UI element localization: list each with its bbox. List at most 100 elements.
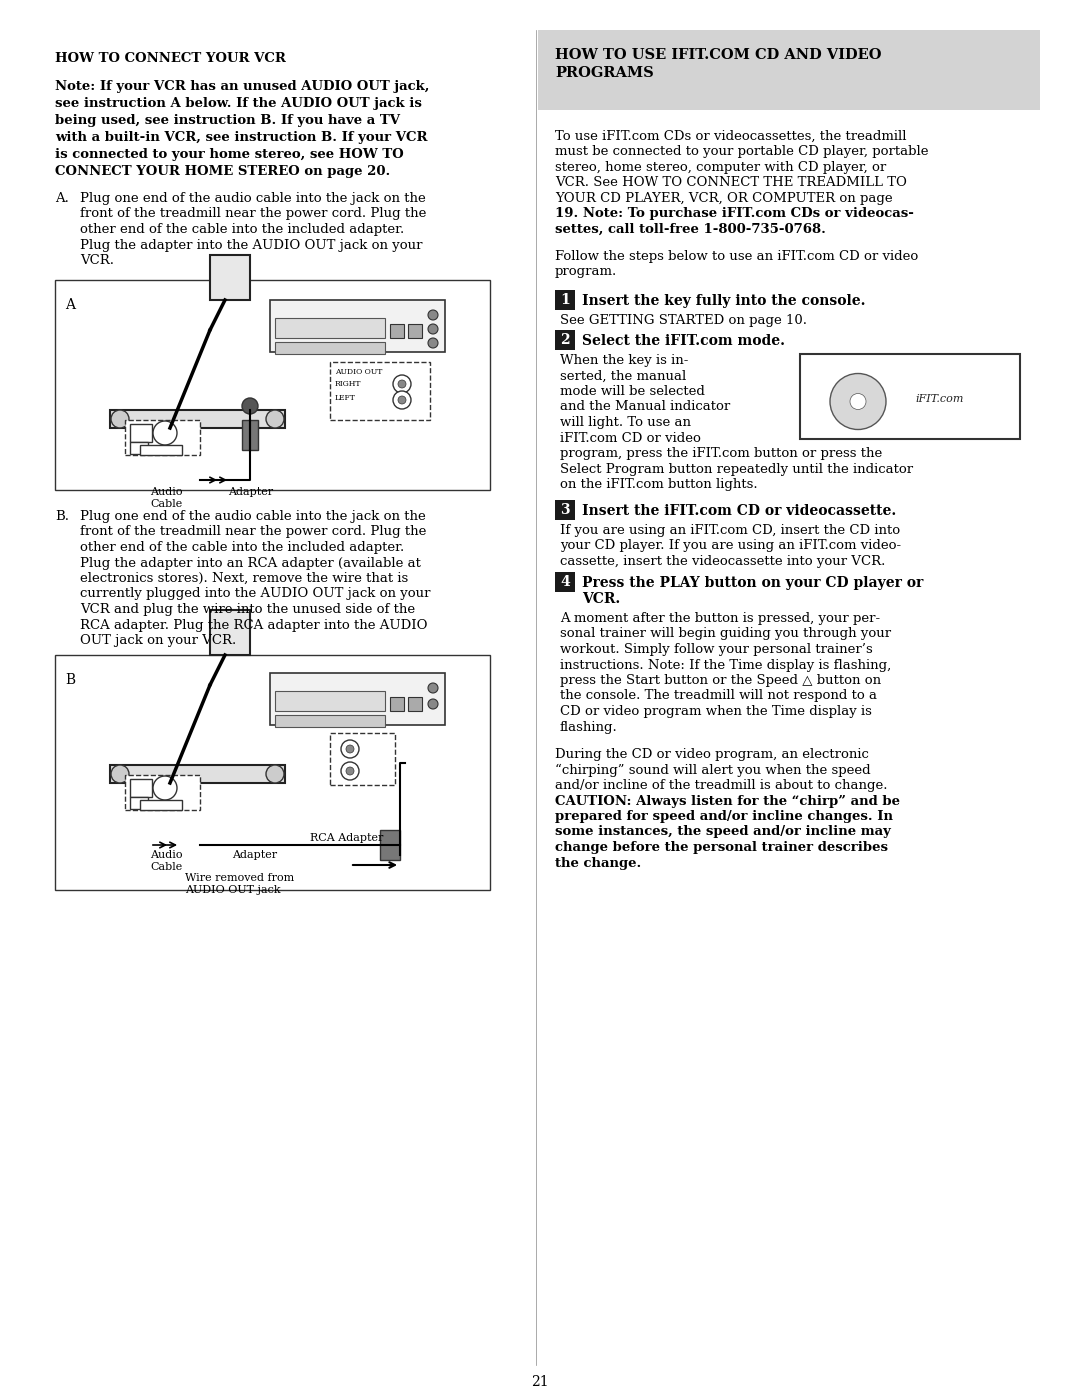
Circle shape <box>111 766 129 782</box>
Circle shape <box>850 394 866 409</box>
Text: Follow the steps below to use an iFIT.com CD or video: Follow the steps below to use an iFIT.co… <box>555 250 918 263</box>
Text: RCA Adapter: RCA Adapter <box>310 833 383 842</box>
Circle shape <box>341 740 359 759</box>
Bar <box>408 324 422 338</box>
Text: and/or incline of the treadmill is about to change.: and/or incline of the treadmill is about… <box>555 780 888 792</box>
Text: see instruction A below. If the AUDIO OUT jack is: see instruction A below. If the AUDIO OU… <box>55 96 422 110</box>
Text: with a built-in VCR, see instruction B. If your VCR: with a built-in VCR, see instruction B. … <box>55 131 428 144</box>
Circle shape <box>242 398 258 414</box>
Text: electronics stores). Next, remove the wire that is: electronics stores). Next, remove the wi… <box>80 571 408 585</box>
Bar <box>242 420 258 450</box>
Circle shape <box>831 373 886 429</box>
Bar <box>330 733 395 785</box>
Circle shape <box>346 767 354 775</box>
Text: Plug the adapter into the AUDIO OUT jack on your: Plug the adapter into the AUDIO OUT jack… <box>80 239 422 251</box>
Circle shape <box>393 391 411 409</box>
Circle shape <box>266 766 284 782</box>
Text: Note: If your VCR has an unused AUDIO OUT jack,: Note: If your VCR has an unused AUDIO OU… <box>55 80 430 94</box>
Bar <box>270 673 445 725</box>
Text: workout. Simply follow your personal trainer’s: workout. Simply follow your personal tra… <box>561 643 873 657</box>
Text: Select the iFIT.com mode.: Select the iFIT.com mode. <box>582 334 785 348</box>
Bar <box>538 29 1040 110</box>
Text: Select Program button repeatedly until the indicator: Select Program button repeatedly until t… <box>561 462 913 475</box>
Text: mode will be selected: mode will be selected <box>561 386 705 398</box>
Text: currently plugged into the AUDIO OUT jack on your: currently plugged into the AUDIO OUT jac… <box>80 588 431 601</box>
Text: B.: B. <box>55 510 69 522</box>
Text: CD or video program when the Time display is: CD or video program when the Time displa… <box>561 705 872 718</box>
Text: A moment after the button is pressed, your per-: A moment after the button is pressed, yo… <box>561 612 880 624</box>
Text: LEFT: LEFT <box>335 394 356 402</box>
Bar <box>210 610 249 655</box>
Text: Audio: Audio <box>150 849 183 861</box>
Text: the change.: the change. <box>555 856 642 869</box>
Text: VCR and plug the wire into the unused side of the: VCR and plug the wire into the unused si… <box>80 604 415 616</box>
Text: AUDIO OUT jack: AUDIO OUT jack <box>185 886 281 895</box>
Text: HOW TO USE IFIT.COM CD AND VIDEO: HOW TO USE IFIT.COM CD AND VIDEO <box>555 47 881 61</box>
Text: Cable: Cable <box>150 862 183 872</box>
Text: front of the treadmill near the power cord. Plug the: front of the treadmill near the power co… <box>80 208 427 221</box>
Bar <box>130 798 148 809</box>
Circle shape <box>346 745 354 753</box>
Text: program, press the iFIT.com button or press the: program, press the iFIT.com button or pr… <box>561 447 882 460</box>
Text: 19. Note: To purchase iFIT.com CDs or videocas-: 19. Note: To purchase iFIT.com CDs or vi… <box>555 208 914 221</box>
Text: some instances, the speed and/or incline may: some instances, the speed and/or incline… <box>555 826 891 838</box>
Text: “chirping” sound will alert you when the speed: “chirping” sound will alert you when the… <box>555 764 870 777</box>
Text: other end of the cable into the included adapter.: other end of the cable into the included… <box>80 224 404 236</box>
Text: CONNECT YOUR HOME STEREO on page 20.: CONNECT YOUR HOME STEREO on page 20. <box>55 165 390 177</box>
Text: program.: program. <box>555 265 618 278</box>
Bar <box>130 780 152 798</box>
Text: 2: 2 <box>561 332 570 346</box>
Text: To use iFIT.com CDs or videocassettes, the treadmill: To use iFIT.com CDs or videocassettes, t… <box>555 130 906 142</box>
Text: flashing.: flashing. <box>561 721 618 733</box>
Text: VCR. See HOW TO CONNECT THE TREADMILL TO: VCR. See HOW TO CONNECT THE TREADMILL TO <box>555 176 907 190</box>
Text: iFIT.com CD or video: iFIT.com CD or video <box>561 432 701 444</box>
Text: on the iFIT.com button lights.: on the iFIT.com button lights. <box>561 478 758 490</box>
Text: 21: 21 <box>531 1375 549 1389</box>
Text: If you are using an iFIT.com CD, insert the CD into: If you are using an iFIT.com CD, insert … <box>561 524 900 536</box>
Text: and the Manual indicator: and the Manual indicator <box>561 401 730 414</box>
Text: Adapter: Adapter <box>228 488 273 497</box>
Bar <box>130 441 148 454</box>
Circle shape <box>393 374 411 393</box>
Bar <box>125 420 200 455</box>
Text: Press the PLAY button on your CD player or: Press the PLAY button on your CD player … <box>582 576 923 590</box>
Bar <box>275 715 384 726</box>
Text: stereo, home stereo, computer with CD player, or: stereo, home stereo, computer with CD pl… <box>555 161 887 175</box>
Text: See GETTING STARTED on page 10.: See GETTING STARTED on page 10. <box>561 314 807 327</box>
Bar <box>210 256 249 300</box>
Text: Audio: Audio <box>150 488 183 497</box>
Bar <box>55 279 490 490</box>
Circle shape <box>153 420 177 446</box>
Text: YOUR CD PLAYER, VCR, OR COMPUTER on page: YOUR CD PLAYER, VCR, OR COMPUTER on page <box>555 191 893 205</box>
Text: RCA adapter. Plug the RCA adapter into the AUDIO: RCA adapter. Plug the RCA adapter into t… <box>80 619 428 631</box>
Text: HOW TO CONNECT YOUR VCR: HOW TO CONNECT YOUR VCR <box>55 52 286 66</box>
Bar <box>110 766 285 782</box>
Bar <box>270 300 445 352</box>
Circle shape <box>428 324 438 334</box>
Text: change before the personal trainer describes: change before the personal trainer descr… <box>555 841 888 854</box>
Text: instructions. Note: If the Time display is flashing,: instructions. Note: If the Time display … <box>561 658 891 672</box>
Text: Cable: Cable <box>150 499 183 509</box>
Text: other end of the cable into the included adapter.: other end of the cable into the included… <box>80 541 404 555</box>
Text: sonal trainer will begin guiding you through your: sonal trainer will begin guiding you thr… <box>561 627 891 640</box>
Circle shape <box>428 698 438 710</box>
Bar <box>800 353 1020 439</box>
Bar <box>555 500 575 520</box>
Text: Insert the key fully into the console.: Insert the key fully into the console. <box>582 293 865 307</box>
Bar <box>330 362 430 420</box>
Text: When the key is in-: When the key is in- <box>561 353 688 367</box>
Text: 3: 3 <box>561 503 570 517</box>
Bar <box>140 446 183 455</box>
Text: serted, the manual: serted, the manual <box>561 369 686 383</box>
Text: During the CD or video program, an electronic: During the CD or video program, an elect… <box>555 747 869 761</box>
Bar <box>390 697 404 711</box>
Text: is connected to your home stereo, see HOW TO: is connected to your home stereo, see HO… <box>55 148 404 161</box>
Circle shape <box>111 409 129 427</box>
Circle shape <box>341 761 359 780</box>
Text: settes, call toll-free 1-800-735-0768.: settes, call toll-free 1-800-735-0768. <box>555 224 826 236</box>
Circle shape <box>428 310 438 320</box>
Bar <box>110 409 285 427</box>
Text: front of the treadmill near the power cord. Plug the: front of the treadmill near the power co… <box>80 525 427 538</box>
Bar <box>275 319 384 338</box>
Text: RIGHT: RIGHT <box>335 380 362 388</box>
